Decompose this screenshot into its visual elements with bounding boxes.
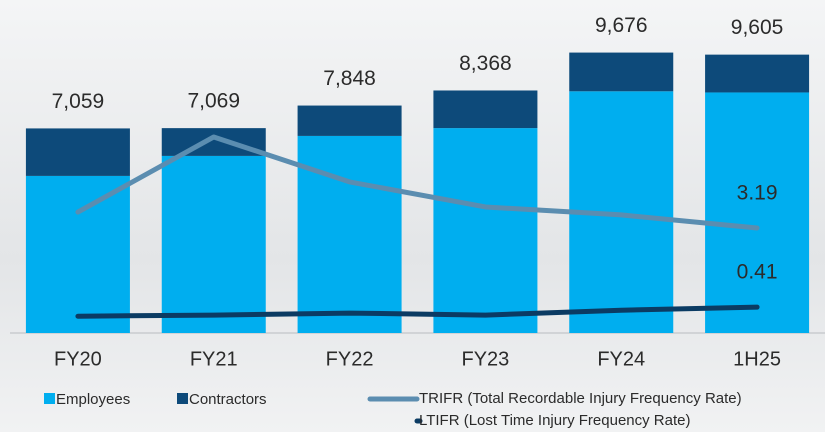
x-tick-label: FY21 <box>190 348 238 370</box>
total-label: 9,676 <box>595 14 648 37</box>
total-label: 7,848 <box>323 67 376 90</box>
line-value-label: 0.41 <box>737 261 778 284</box>
legend-swatch <box>44 393 55 404</box>
total-label: 8,368 <box>459 52 512 75</box>
bar-segment <box>298 106 402 136</box>
line-value-label: 3.19 <box>737 182 778 205</box>
legend-label: TRIFR (Total Recordable Injury Frequency… <box>419 390 742 407</box>
total-label: 7,069 <box>187 90 240 113</box>
bar-segment <box>162 128 266 156</box>
x-tick-label: FY24 <box>597 348 645 370</box>
bar-segment <box>433 128 537 333</box>
bar-segment <box>26 176 130 333</box>
bar-segment <box>26 128 130 176</box>
bar-segment <box>162 156 266 333</box>
bar-segment <box>433 90 537 128</box>
total-label: 7,059 <box>52 90 105 113</box>
total-label: 9,605 <box>731 16 784 39</box>
legend-label: Contractors <box>189 391 267 408</box>
bar-segment <box>705 92 809 333</box>
legend-swatch <box>177 393 188 404</box>
chart: 7,059 FY20 7,069 FY21 7,848 FY22 8,368 FY23 9,67… <box>0 0 825 432</box>
legend-label: Employees <box>56 391 130 408</box>
x-tick-label: 1H25 <box>733 348 781 370</box>
x-tick-label: FY22 <box>326 348 374 370</box>
bar-segment <box>569 53 673 92</box>
legend-label: LTIFR (Lost Time Injury Frequency Rate) <box>419 412 690 429</box>
x-tick-label: FY23 <box>462 348 510 370</box>
x-tick-label: FY20 <box>54 348 102 370</box>
bar-segment <box>298 136 402 333</box>
bar-segment <box>705 55 809 93</box>
